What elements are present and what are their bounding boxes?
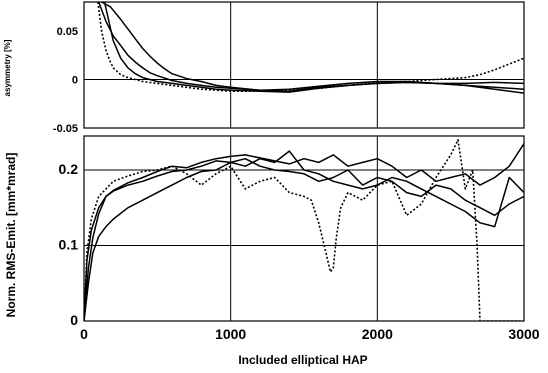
top-plot-frame <box>83 1 525 129</box>
bottom-emittance-panel: 0 0.1 0.2 0 1000 2000 3000 <box>59 135 540 342</box>
top-series-line-4 <box>97 2 524 92</box>
top-series-line-3 <box>103 2 524 94</box>
bottom-plot-frame <box>83 135 525 322</box>
top-y-tick-label: 0 <box>72 75 78 87</box>
top-y-tick-label: 0.05 <box>57 26 78 38</box>
x-axis-label: Included elliptical HAP <box>238 353 367 367</box>
bottom-series-line-4 <box>84 139 524 321</box>
bottom-series-line-1 <box>84 143 524 321</box>
bottom-x-tick-label: 2000 <box>362 326 393 342</box>
bottom-series-line-3 <box>84 157 524 321</box>
bottom-x-tick-label: 3000 <box>508 326 539 342</box>
top-y-axis-label: asymmetry [%] <box>3 39 12 96</box>
bottom-series-line-2 <box>84 150 524 321</box>
top-series-line-2 <box>101 2 524 91</box>
bottom-y-tick-label: 0.2 <box>59 161 79 177</box>
top-asymmetry-panel: 0.05 0 -0.05 <box>53 1 525 135</box>
bottom-y-tick-label: 0.1 <box>59 236 79 252</box>
top-y-tick-label: -0.05 <box>53 123 78 135</box>
bottom-y-axis-label: Norm. RMS-Emit. [mm*mrad] <box>4 153 18 318</box>
bottom-x-tick-label: 0 <box>80 326 88 342</box>
bottom-x-tick-label: 1000 <box>215 326 246 342</box>
top-series-line-1 <box>97 2 524 92</box>
bottom-y-tick-label: 0 <box>70 312 78 328</box>
